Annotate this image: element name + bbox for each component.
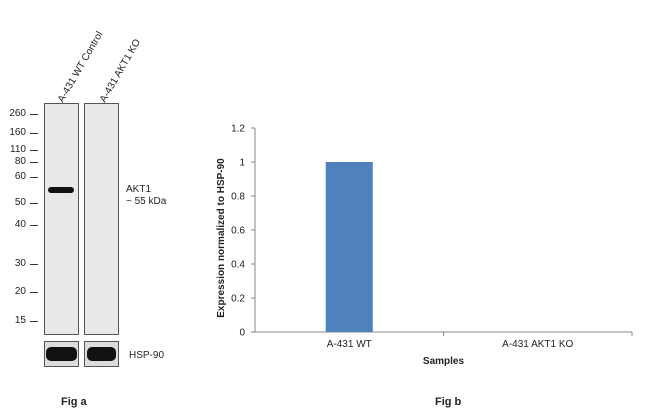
- akt1-band-label: AKT1 ~ 55 kDa: [126, 184, 167, 207]
- mw-marker-label: 20: [14, 286, 26, 297]
- y-tick-label: 0.6: [231, 226, 245, 237]
- bar-wt: [325, 162, 373, 332]
- mw-marker-tick: [30, 133, 38, 134]
- fig-a-label: Fig a: [61, 396, 87, 408]
- fig-b-label: Fig b: [435, 396, 462, 408]
- mw-marker-tick: [30, 150, 38, 151]
- y-tick-label: 1.2: [231, 124, 245, 135]
- hsp90-band-wt: [46, 347, 77, 361]
- mw-marker-tick: [30, 162, 38, 163]
- mw-marker-tick: [30, 225, 38, 226]
- mw-marker-label: 60: [14, 171, 26, 182]
- y-tick-label: 0.8: [231, 192, 245, 203]
- mw-marker-label: 80: [14, 156, 26, 167]
- mw-marker-label: 40: [14, 219, 26, 230]
- mw-marker-tick: [30, 264, 38, 265]
- x-axis-title: Samples: [423, 356, 465, 367]
- blot-lane-wt: [44, 103, 79, 335]
- mw-marker-tick: [30, 114, 38, 115]
- mw-marker-label: 110: [10, 144, 26, 155]
- x-category-label: A-431 AKT1 KO: [502, 339, 573, 350]
- y-tick-label: 0.4: [231, 260, 245, 271]
- mw-marker-tick: [30, 203, 38, 204]
- y-tick-label: 1: [239, 158, 245, 169]
- akt1-band: [48, 187, 74, 193]
- y-tick-label: 0.2: [231, 294, 245, 305]
- y-axis-title: Expression normalized to HSP-90: [216, 158, 227, 318]
- mw-marker-tick: [30, 177, 38, 178]
- hsp90-band-ko: [87, 347, 116, 361]
- mw-marker-label: 30: [14, 258, 26, 269]
- mw-marker-label: 15: [14, 315, 26, 326]
- mw-marker-label: 160: [9, 127, 26, 138]
- blot-lane-ko: [84, 103, 119, 335]
- mw-marker-label: 260: [9, 108, 26, 119]
- x-category-label: A-431 WT: [327, 339, 372, 350]
- hsp90-label: HSP-90: [129, 350, 165, 361]
- y-tick-label: 0: [239, 328, 245, 339]
- mw-marker-label: 50: [14, 197, 26, 208]
- mw-marker-tick: [30, 321, 38, 322]
- mw-marker-tick: [30, 292, 38, 293]
